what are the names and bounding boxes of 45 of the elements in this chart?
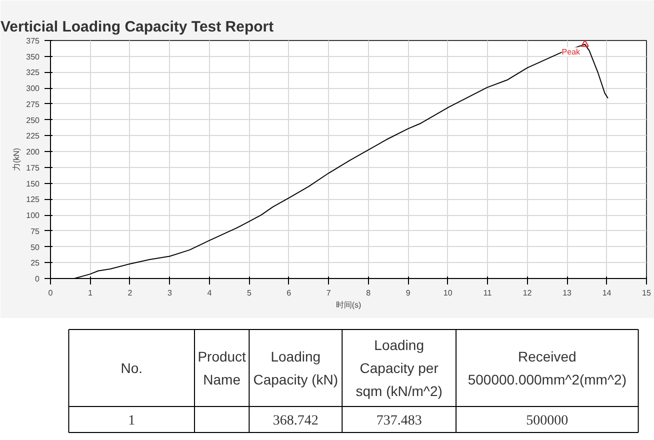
text: 1 <box>128 414 136 428</box>
text: 368.742 <box>272 414 318 428</box>
category-label: Loading Capacity (kN) <box>253 348 338 388</box>
x-tick-label: 2 <box>128 288 133 298</box>
y-tick-label: 150 <box>26 179 40 188</box>
x-tick-label: 0 <box>48 288 54 298</box>
chart-title: Verticial Loading Capacity Test Report <box>0 18 274 36</box>
y-tick-label: 250 <box>26 116 40 125</box>
y-tick-label: 200 <box>26 148 40 157</box>
y-tick-label: 25 <box>30 258 40 268</box>
x-tick-label: 6 <box>286 288 292 298</box>
x-tick-label: 1 <box>88 288 94 298</box>
category-label: Loading Capacity per sqm (kN/m^2) <box>356 336 442 400</box>
text: 737.483 <box>376 414 422 428</box>
y-tick-label: 375 <box>26 36 40 46</box>
y-axis-title: 力(kN) <box>12 148 22 172</box>
y-tick-label: 350 <box>26 52 40 62</box>
x-tick-label: 11 <box>483 288 492 298</box>
y-tick-label: 300 <box>26 84 40 94</box>
category-label: No. <box>120 360 143 376</box>
x-tick-label: 3 <box>167 288 172 298</box>
x-tick-label: 10 <box>443 288 453 298</box>
y-tick-label: 275 <box>26 100 40 109</box>
y-tick-label: 125 <box>26 195 40 204</box>
y-tick-label: 50 <box>30 242 40 252</box>
x-tick-label: 7 <box>326 288 332 298</box>
text: 500000 <box>526 414 568 428</box>
x-tick-label: 5 <box>246 288 252 298</box>
x-tick-label: 12 <box>522 288 532 298</box>
x-tick-label: 4 <box>207 288 212 298</box>
x-tick-label: 13 <box>562 288 572 298</box>
x-tick-label: 9 <box>406 288 411 298</box>
y-tick-label: 100 <box>26 211 40 220</box>
x-tick-label: 15 <box>642 288 652 298</box>
y-tick-label: 325 <box>26 68 40 78</box>
x-axis-title: 时间(s) <box>336 300 362 310</box>
category-label: Product Name <box>198 348 246 388</box>
y-tick-label: 175 <box>26 163 40 172</box>
y-tick-label: 225 <box>26 132 40 141</box>
category-label: Received 500000.000mm^2(mm^2) <box>468 348 626 388</box>
x-tick-label: 8 <box>366 288 372 298</box>
x-tick-label: 14 <box>602 288 612 298</box>
y-tick-label: 75 <box>30 226 40 236</box>
annotation: Peak <box>562 47 582 56</box>
y-tick-label: 0 <box>35 274 40 284</box>
